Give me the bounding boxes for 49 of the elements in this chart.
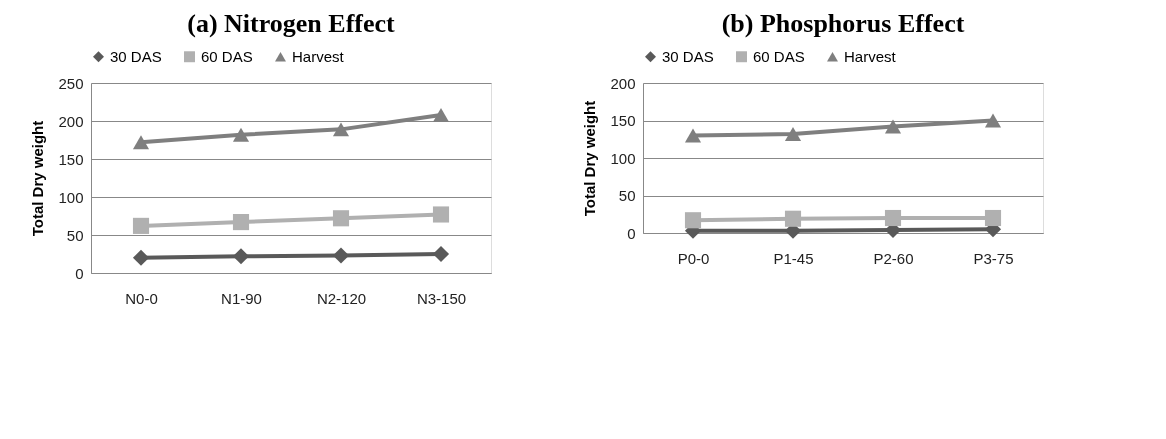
x-tick-label: N2-120 (316, 289, 367, 307)
point (984, 209, 1002, 227)
x-tick-label: P0-0 (677, 249, 710, 267)
x-tick-label: N0-0 (125, 289, 158, 307)
x-tick-label: N3-150 (416, 289, 467, 307)
y-tick-label: 200 (610, 74, 636, 92)
chart-title: (b) Phosphorus Effect (721, 9, 965, 38)
point (132, 249, 150, 266)
legend-label: Harvest (844, 47, 897, 65)
legend-label: 30 DAS (110, 47, 162, 65)
y-tick-label: 50 (618, 187, 636, 204)
y-tick-label: 100 (58, 188, 84, 206)
legend-label: 30 DAS (662, 47, 714, 65)
y-axis-title: Total Dry weight (581, 100, 599, 217)
legend-label: 60 DAS (201, 47, 253, 65)
point (132, 135, 150, 150)
x-tick-label: P2-60 (873, 249, 914, 267)
point (432, 107, 450, 122)
point (432, 206, 450, 223)
y-tick-label: 200 (58, 112, 84, 130)
y-tick-label: 0 (627, 224, 636, 242)
point (332, 210, 350, 227)
legend-label: Harvest (292, 47, 345, 65)
point (232, 248, 250, 265)
point (332, 247, 350, 264)
y-tick-label: 0 (75, 264, 84, 282)
y-tick-label: 100 (610, 149, 636, 167)
x-tick-label: P3-75 (973, 249, 1014, 267)
point (332, 122, 350, 137)
legend-label: 60 DAS (753, 47, 805, 65)
y-tick-label: 50 (66, 226, 84, 244)
point (984, 113, 1002, 128)
x-tick-label: P1-45 (773, 249, 814, 267)
point (232, 214, 250, 231)
point (684, 212, 702, 229)
y-tick-label: 150 (58, 150, 84, 168)
point (784, 210, 802, 227)
point (684, 128, 702, 143)
point (132, 217, 150, 234)
point (884, 119, 902, 134)
x-tick-label: N1-90 (221, 289, 262, 307)
y-tick-label: 250 (58, 74, 84, 92)
chart-title: (a) Nitrogen Effect (187, 9, 396, 38)
y-tick-label: 150 (610, 112, 636, 129)
point (784, 127, 802, 141)
y-axis-title: Total Dry weight (29, 120, 47, 237)
point (432, 245, 450, 263)
point (232, 127, 250, 142)
point (884, 209, 902, 227)
